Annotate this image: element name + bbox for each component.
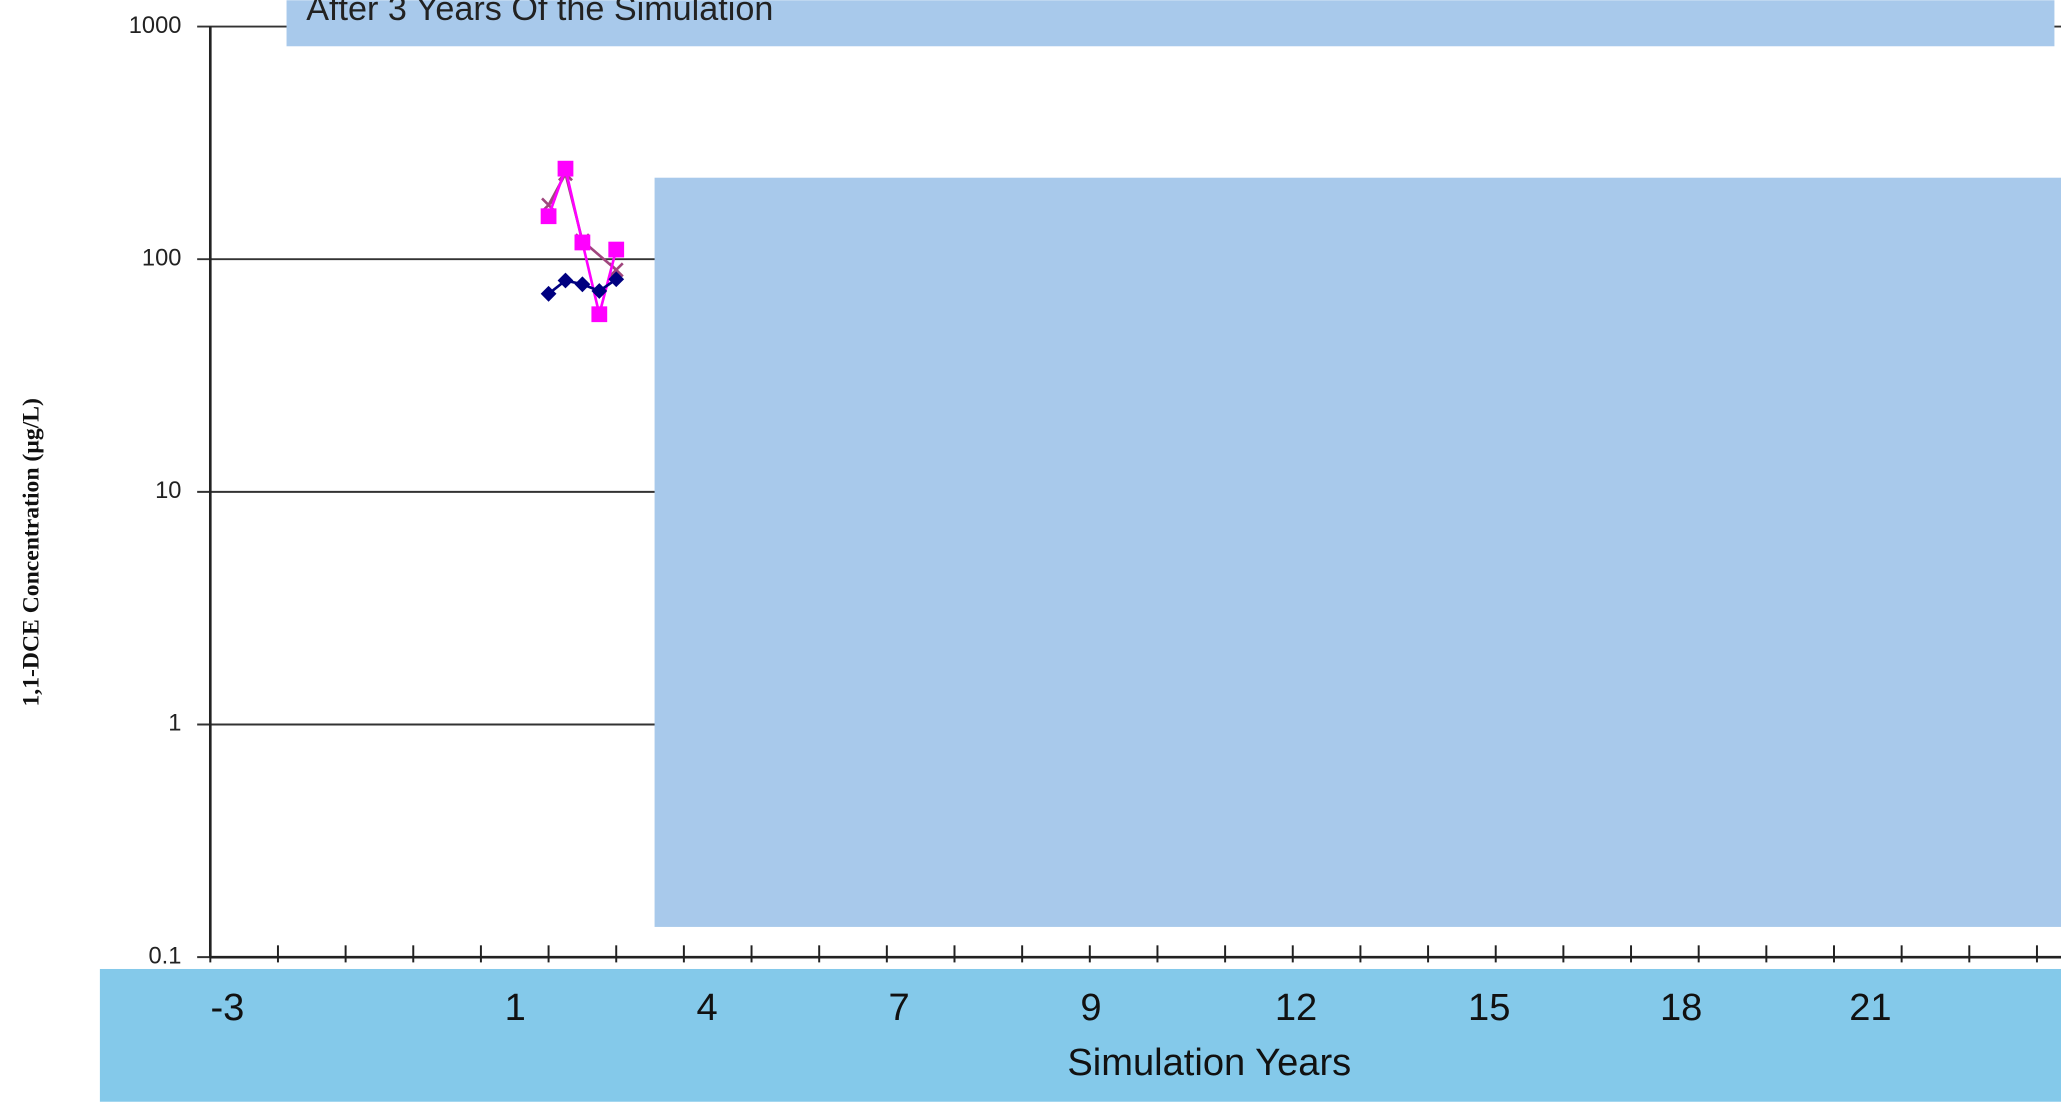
marker — [608, 271, 625, 288]
x-band-label: -3 — [210, 987, 244, 1029]
marker — [608, 241, 625, 258]
marker — [540, 208, 557, 225]
x-band-label: 4 — [697, 987, 718, 1029]
marker — [591, 283, 608, 299]
x-band-label: 12 — [1275, 987, 1317, 1029]
marker — [540, 285, 557, 302]
y-tick-label: 100 — [142, 245, 181, 271]
x-band-labels: -3 1 4 7 9 12 15 18 21 — [210, 987, 1891, 1029]
y-tick-label: 1000 — [129, 13, 182, 39]
annotation: After 3 Years Of the Simulation — [306, 0, 773, 28]
x-band-label: 21 — [1849, 987, 1891, 1029]
marker — [574, 276, 591, 293]
marker — [591, 306, 608, 323]
y-axis-label: 1,1-DCE Concentration (µg/L) — [18, 398, 44, 706]
x-band — [99, 968, 2061, 1102]
y-tick-label: 1 — [168, 711, 181, 737]
x-band-label: 1 — [505, 987, 526, 1029]
annotation-box — [286, 0, 2055, 47]
x-band-label: 15 — [1468, 987, 1510, 1029]
x-band-label: 7 — [888, 987, 909, 1029]
cover-box — [654, 177, 2061, 927]
marker — [557, 160, 574, 177]
x-band-label: 18 — [1660, 987, 1702, 1029]
marker — [574, 234, 591, 251]
series — [540, 160, 625, 323]
y-tick-label: 0.1 — [149, 943, 182, 969]
x-axis-label: Simulation Years — [1067, 1042, 1351, 1084]
y-tick-label: 10 — [155, 478, 181, 504]
x-band-label: 9 — [1080, 987, 1101, 1029]
